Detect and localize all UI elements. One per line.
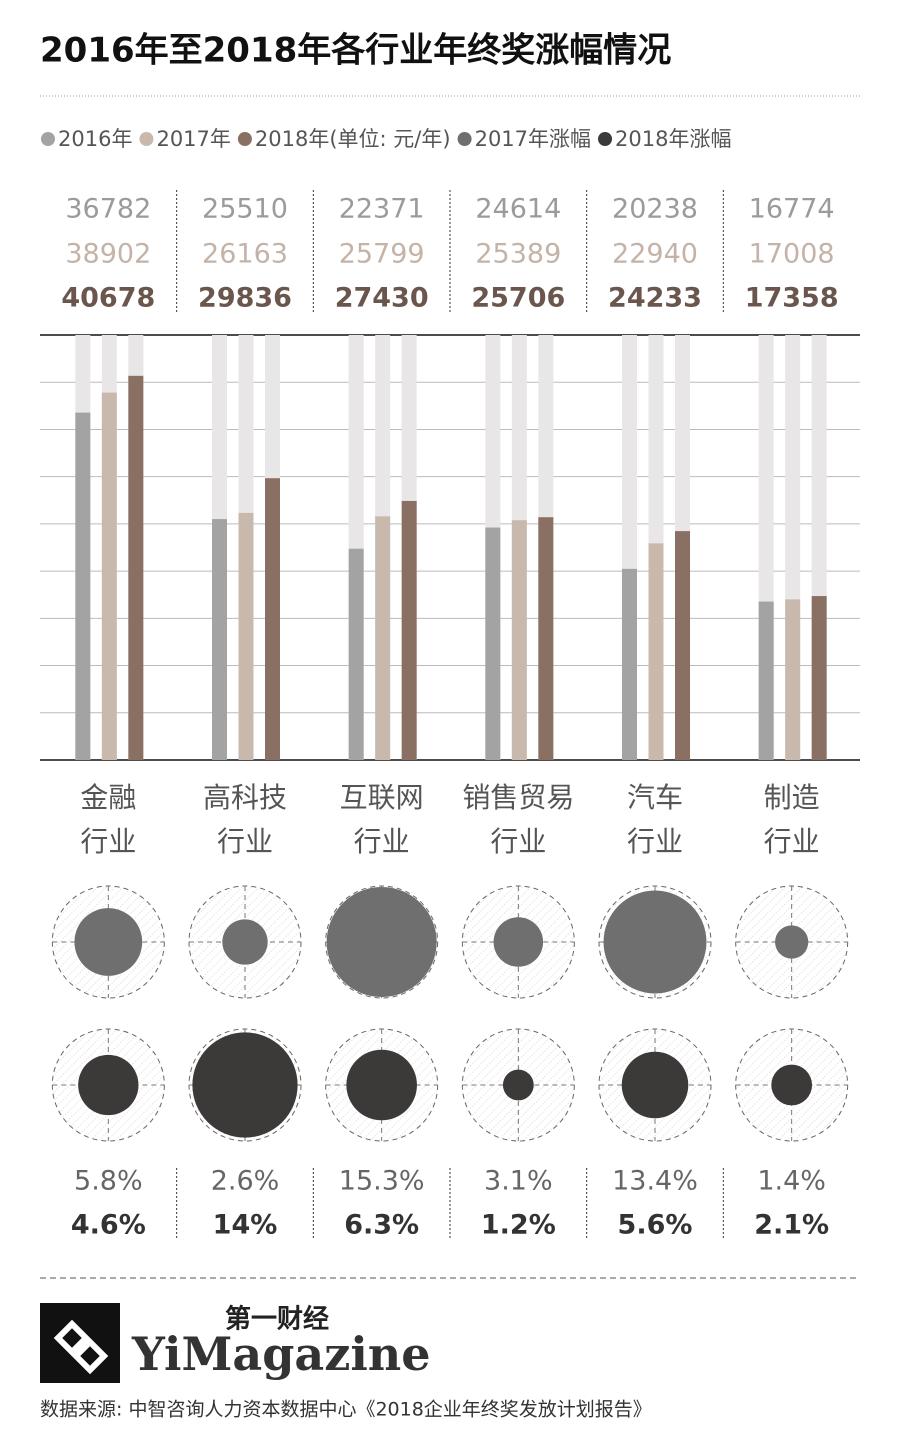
bar bbox=[648, 543, 664, 760]
category-label: 汽车 行业 bbox=[626, 781, 683, 858]
bubble bbox=[775, 925, 809, 959]
legend-label: 2018年 bbox=[255, 127, 329, 151]
brand-cn: 第一财经 bbox=[225, 1304, 329, 1335]
bar bbox=[238, 512, 254, 760]
value-label: 36782 bbox=[65, 194, 151, 225]
value-label: 24233 bbox=[608, 283, 702, 314]
bar bbox=[101, 392, 117, 760]
legend-swatch bbox=[237, 132, 252, 146]
value-label: 25799 bbox=[339, 239, 425, 270]
category-label: 销售贸易 行业 bbox=[462, 781, 575, 858]
value-label: 25389 bbox=[475, 239, 561, 270]
bar bbox=[675, 531, 690, 760]
legend-label: 2017年 bbox=[156, 127, 230, 151]
bar bbox=[265, 478, 280, 760]
value-label: 40678 bbox=[61, 283, 155, 314]
value-label: 13.4% bbox=[612, 1166, 698, 1197]
bubble bbox=[192, 1032, 298, 1138]
value-label: 27430 bbox=[335, 283, 429, 314]
bubble bbox=[346, 1049, 417, 1121]
legend-swatch bbox=[41, 132, 55, 146]
bar bbox=[485, 527, 501, 760]
legend-swatch bbox=[457, 132, 472, 146]
category-label: 制造 行业 bbox=[763, 781, 820, 858]
bubble bbox=[771, 1064, 813, 1106]
bubble bbox=[621, 1051, 689, 1119]
bar bbox=[758, 601, 774, 760]
bubble bbox=[603, 890, 707, 994]
value-label: 1.2% bbox=[481, 1210, 556, 1241]
bubble bbox=[493, 917, 544, 967]
legend-label: 2017年涨幅 bbox=[475, 127, 591, 151]
value-label: 1.4% bbox=[757, 1166, 826, 1197]
value-label: 14% bbox=[213, 1210, 278, 1241]
value-label: 22940 bbox=[612, 239, 698, 270]
logo-mark bbox=[53, 1319, 109, 1375]
bar bbox=[622, 568, 637, 760]
value-label: 6.3% bbox=[344, 1210, 419, 1241]
bar bbox=[401, 500, 417, 760]
value-label: 5.8% bbox=[74, 1166, 143, 1197]
bar bbox=[511, 520, 527, 760]
legend-swatch bbox=[598, 132, 613, 146]
bar bbox=[348, 548, 364, 760]
brand-en: YiMagazine bbox=[131, 1327, 431, 1381]
value-label: 16774 bbox=[749, 194, 835, 225]
bubble bbox=[326, 887, 437, 997]
bar bbox=[128, 375, 144, 760]
chart-title: 2016年至2018年各行业年终奖涨幅情况 bbox=[40, 31, 671, 71]
value-label: 20238 bbox=[612, 194, 698, 225]
value-label: 2.1% bbox=[754, 1210, 829, 1241]
value-label: 25706 bbox=[471, 283, 565, 314]
value-label: 17358 bbox=[745, 283, 839, 314]
value-label: 17008 bbox=[749, 239, 835, 270]
category-label: 互联网 行业 bbox=[339, 781, 424, 858]
bar bbox=[811, 596, 827, 760]
bubble bbox=[78, 1054, 139, 1116]
value-label: 5.6% bbox=[618, 1210, 693, 1241]
unit-label: (单位: 元/年) bbox=[329, 127, 450, 151]
category-label: 金融 行业 bbox=[80, 781, 137, 858]
bubble bbox=[502, 1069, 534, 1101]
bubble bbox=[222, 919, 268, 965]
legend-swatch bbox=[139, 132, 154, 146]
value-label: 24614 bbox=[475, 194, 561, 225]
value-label: 26163 bbox=[202, 239, 288, 270]
bar bbox=[212, 519, 227, 760]
legend-label: 2018年涨幅 bbox=[615, 127, 731, 151]
value-label: 29836 bbox=[198, 283, 292, 314]
source: 数据来源: 中智咨询人力资本数据中心《2018企业年终奖发放计划报告》 bbox=[40, 1399, 652, 1421]
bubble bbox=[74, 908, 143, 976]
bar bbox=[375, 516, 391, 760]
bar bbox=[538, 517, 554, 760]
value-label: 4.6% bbox=[71, 1210, 146, 1241]
category-label: 高科技 行业 bbox=[202, 781, 287, 858]
value-label: 38902 bbox=[65, 239, 151, 270]
bar bbox=[785, 599, 801, 760]
value-label: 2.6% bbox=[211, 1166, 280, 1197]
value-label: 25510 bbox=[202, 194, 288, 225]
value-label: 3.1% bbox=[484, 1166, 553, 1197]
value-label: 15.3% bbox=[339, 1166, 425, 1197]
value-label: 22371 bbox=[339, 194, 425, 225]
legend-label: 2016年 bbox=[58, 127, 132, 151]
bar bbox=[75, 412, 91, 760]
